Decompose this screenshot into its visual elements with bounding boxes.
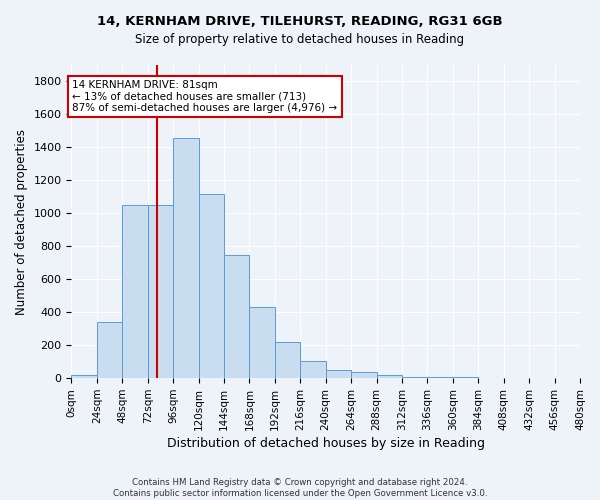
Text: 14 KERNHAM DRIVE: 81sqm
← 13% of detached houses are smaller (713)
87% of semi-d: 14 KERNHAM DRIVE: 81sqm ← 13% of detache… — [73, 80, 338, 113]
Bar — [173, 138, 199, 378]
Bar — [275, 342, 300, 378]
Bar — [300, 361, 326, 378]
Y-axis label: Number of detached properties: Number of detached properties — [15, 128, 28, 314]
Bar — [250, 308, 275, 378]
Bar — [326, 370, 351, 378]
Bar — [97, 322, 122, 378]
X-axis label: Distribution of detached houses by size in Reading: Distribution of detached houses by size … — [167, 437, 485, 450]
Bar — [199, 194, 224, 378]
Bar — [351, 372, 377, 378]
Text: 14, KERNHAM DRIVE, TILEHURST, READING, RG31 6GB: 14, KERNHAM DRIVE, TILEHURST, READING, R… — [97, 15, 503, 28]
Bar — [224, 254, 250, 378]
Bar — [122, 205, 148, 378]
Bar — [377, 375, 402, 378]
Bar — [71, 375, 97, 378]
Title: 14, KERNHAM DRIVE, TILEHURST, READING, RG31 6GB
Size of property relative to det: 14, KERNHAM DRIVE, TILEHURST, READING, R… — [0, 499, 1, 500]
Bar — [148, 205, 173, 378]
Bar — [402, 376, 427, 378]
Text: Contains HM Land Registry data © Crown copyright and database right 2024.
Contai: Contains HM Land Registry data © Crown c… — [113, 478, 487, 498]
Text: Size of property relative to detached houses in Reading: Size of property relative to detached ho… — [136, 32, 464, 46]
